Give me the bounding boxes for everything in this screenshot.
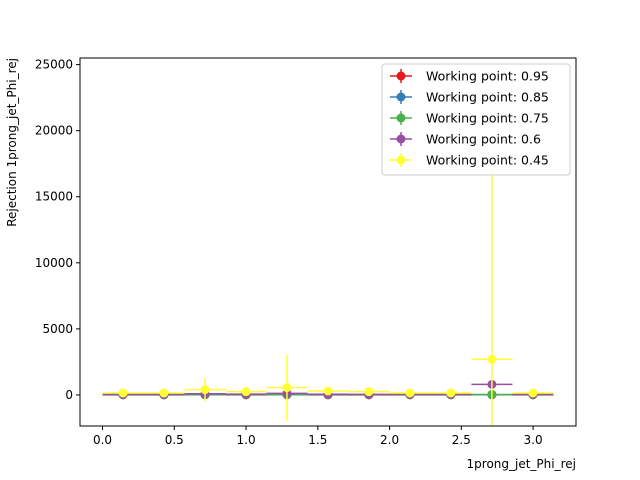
x-tick-label: 1.0 bbox=[237, 433, 256, 447]
x-tick-label: 3.0 bbox=[524, 433, 543, 447]
data-point bbox=[446, 388, 456, 398]
y-tick-label: 5000 bbox=[42, 322, 73, 336]
legend-label: Working point: 0.45 bbox=[426, 153, 549, 168]
legend-item: Working point: 0.45 bbox=[390, 153, 549, 168]
legend-marker bbox=[396, 134, 406, 144]
legend-frame bbox=[381, 63, 571, 176]
y-tick-label: 25000 bbox=[35, 58, 73, 72]
data-point bbox=[528, 388, 538, 398]
data-point bbox=[323, 386, 333, 396]
x-tick-label: 0.5 bbox=[165, 433, 184, 447]
legend-item: Working point: 0.75 bbox=[390, 111, 549, 126]
legend-marker bbox=[396, 113, 406, 123]
x-tick-label: 1.5 bbox=[308, 433, 327, 447]
y-tick-label: 20000 bbox=[35, 124, 73, 138]
x-axis-label: 1prong_jet_Phi_rej bbox=[467, 457, 576, 471]
legend-item: Working point: 0.6 bbox=[390, 132, 541, 147]
data-point bbox=[364, 387, 374, 397]
legend-label: Working point: 0.6 bbox=[426, 132, 541, 147]
data-point bbox=[200, 385, 210, 395]
y-tick-label: 15000 bbox=[35, 190, 73, 204]
legend: Working point: 0.95 Working point: 0.85 Wo… bbox=[381, 63, 571, 176]
legend-marker bbox=[396, 92, 406, 102]
y-tick-label: 10000 bbox=[35, 256, 73, 270]
data-point bbox=[159, 388, 169, 398]
legend-item: Working point: 0.85 bbox=[390, 90, 549, 105]
data-point bbox=[282, 383, 292, 393]
data-point bbox=[118, 388, 128, 398]
plot-frame bbox=[79, 57, 577, 427]
y-axis-ticks: 0 5000 10000 15000 20000 25000 bbox=[35, 58, 80, 402]
legend-marker bbox=[396, 155, 406, 165]
x-tick-label: 2.0 bbox=[380, 433, 399, 447]
x-tick-label: 2.5 bbox=[452, 433, 471, 447]
data-point bbox=[405, 388, 415, 398]
data-point bbox=[487, 354, 497, 364]
plot-area bbox=[102, 167, 554, 426]
legend-label: Working point: 0.85 bbox=[426, 90, 549, 105]
x-axis-ticks: 0.0 0.5 1.0 1.5 2.0 2.5 3.0 bbox=[93, 426, 543, 447]
data-point bbox=[241, 387, 251, 397]
legend-item: Working point: 0.95 bbox=[390, 69, 549, 84]
y-tick-label: 0 bbox=[65, 388, 73, 402]
y-axis-label: Rejection 1prong_jet_Phi_rej bbox=[5, 58, 19, 227]
legend-label: Working point: 0.75 bbox=[426, 111, 549, 126]
legend-marker bbox=[396, 71, 406, 81]
x-tick-label: 0.0 bbox=[93, 433, 112, 447]
legend-label: Working point: 0.95 bbox=[426, 69, 549, 84]
series-5 bbox=[102, 167, 554, 426]
